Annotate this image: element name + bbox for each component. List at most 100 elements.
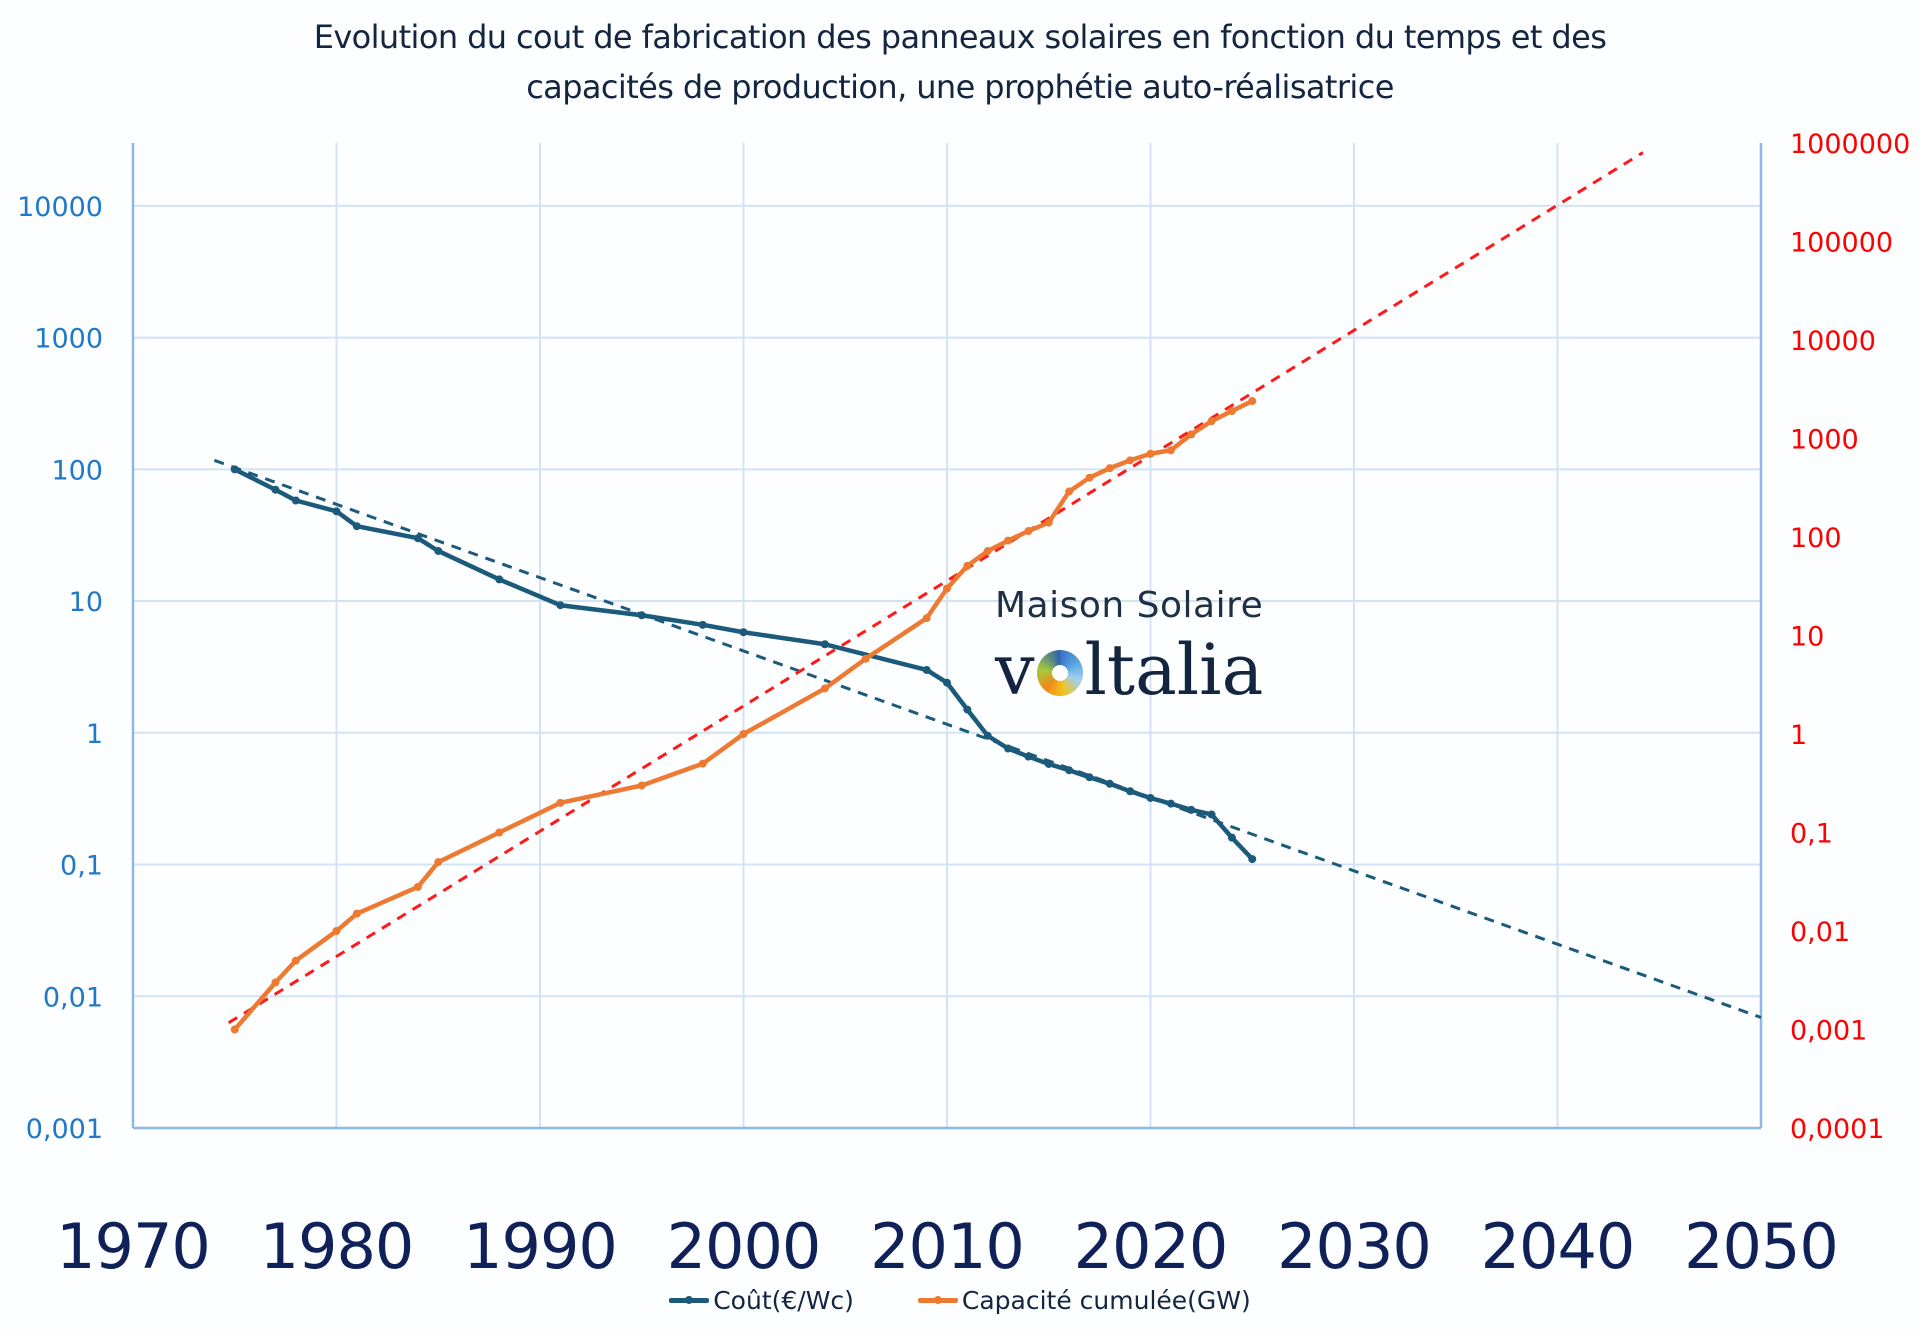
y-left-tick-label: 100 bbox=[51, 455, 103, 486]
data-point-capacity bbox=[1187, 430, 1196, 439]
watermark-logo: Maison Solaire v ltalia bbox=[995, 585, 1295, 715]
watermark-line2: v ltalia bbox=[995, 630, 1263, 710]
legend-swatch-cost bbox=[669, 1296, 710, 1304]
data-point-cost bbox=[922, 665, 931, 674]
legend-label-cost: Coût(€/Wc) bbox=[713, 1286, 854, 1315]
y-right-tick-label: 10 bbox=[1790, 622, 1824, 653]
data-point-capacity bbox=[230, 1025, 239, 1034]
data-point-capacity bbox=[332, 927, 341, 935]
data-point-capacity bbox=[434, 858, 443, 867]
legend-item-capacity[interactable]: Capacité cumulée(GW) bbox=[917, 1286, 1251, 1315]
data-point-cost bbox=[495, 575, 504, 584]
data-point-cost bbox=[1227, 833, 1236, 842]
data-point-cost bbox=[698, 620, 707, 629]
data-point-cost bbox=[820, 640, 829, 649]
data-point-capacity bbox=[1065, 487, 1074, 496]
y-left-tick-label: 0,01 bbox=[43, 982, 103, 1013]
y-left-tick-label: 10 bbox=[69, 587, 103, 618]
watermark-line1: Maison Solaire bbox=[995, 585, 1264, 626]
x-tick-label: 2010 bbox=[870, 1210, 1024, 1283]
x-tick-label: 2040 bbox=[1481, 1210, 1635, 1283]
data-point-cost bbox=[1166, 799, 1175, 808]
y-right-tick-label: 1000000 bbox=[1790, 129, 1910, 160]
data-point-capacity bbox=[943, 584, 951, 593]
y-right-tick-label: 1000 bbox=[1790, 425, 1859, 456]
y-right-tick-label: 100000 bbox=[1790, 228, 1893, 259]
watermark-suffix: ltalia bbox=[1084, 629, 1264, 711]
data-point-cost bbox=[352, 522, 361, 531]
x-tick-label: 2000 bbox=[667, 1210, 821, 1283]
data-point-cost bbox=[1105, 779, 1114, 788]
data-point-capacity bbox=[1126, 456, 1135, 465]
y-right-tick-label: 0,01 bbox=[1790, 917, 1850, 948]
x-tick-label: 1990 bbox=[463, 1210, 617, 1283]
data-point-capacity bbox=[637, 781, 646, 790]
data-point-capacity bbox=[495, 828, 504, 837]
data-point-cost bbox=[271, 485, 280, 494]
data-point-cost bbox=[332, 507, 341, 516]
data-point-cost bbox=[943, 678, 951, 687]
data-point-cost bbox=[1146, 793, 1155, 802]
x-tick-label: 1980 bbox=[260, 1210, 414, 1283]
y-right-tick-label: 1 bbox=[1790, 720, 1807, 751]
x-tick-label: 1970 bbox=[56, 1210, 210, 1283]
y-right-tick-label: 0,0001 bbox=[1790, 1114, 1884, 1145]
data-point-cost bbox=[1004, 744, 1013, 753]
axes bbox=[131, 143, 1763, 1130]
data-point-cost bbox=[1207, 810, 1216, 819]
data-point-capacity bbox=[1146, 449, 1155, 458]
tick-labels: 0,001 0,01 0,1 1 10 100 1000 10000 1970 1980 1990 2… bbox=[17, 129, 1910, 1283]
data-point-cost bbox=[1085, 773, 1094, 782]
data-point-cost bbox=[637, 611, 646, 620]
legend-swatch-capacity bbox=[917, 1296, 958, 1304]
y-left-tick-label: 0,001 bbox=[26, 1114, 103, 1145]
data-point-capacity bbox=[861, 654, 870, 663]
data-point-capacity bbox=[922, 614, 931, 623]
x-tick-label: 2020 bbox=[1074, 1210, 1228, 1283]
y-left-tick-label: 1 bbox=[86, 719, 103, 750]
data-point-capacity bbox=[556, 798, 565, 807]
x-tick-label: 2030 bbox=[1277, 1210, 1431, 1283]
chart-title-line1: Evolution du cout de fabrication des pan… bbox=[313, 18, 1607, 56]
data-point-capacity bbox=[963, 561, 972, 570]
data-point-cost bbox=[1065, 766, 1074, 775]
data-point-capacity bbox=[1024, 527, 1033, 536]
data-point-cost bbox=[291, 496, 300, 505]
data-point-cost bbox=[434, 546, 443, 555]
y-left-tick-label: 1000 bbox=[34, 324, 103, 355]
data-point-capacity bbox=[820, 684, 829, 693]
data-point-capacity bbox=[1207, 417, 1216, 426]
legend-item-cost[interactable]: Coût(€/Wc) bbox=[669, 1286, 854, 1315]
data-point-capacity bbox=[1248, 397, 1257, 406]
data-point-capacity bbox=[1004, 536, 1013, 545]
trendline-capacity bbox=[227, 151, 1644, 1025]
y-right-tick-label: 10000 bbox=[1790, 326, 1876, 357]
data-point-cost bbox=[1248, 855, 1257, 864]
chart-title-line2: capacités de production, une prophétie a… bbox=[526, 68, 1394, 106]
y-left-tick-label: 0,1 bbox=[60, 851, 103, 882]
voltalia-logo-icon bbox=[1036, 650, 1083, 696]
data-point-capacity bbox=[1044, 518, 1053, 527]
x-tick-label: 2050 bbox=[1684, 1210, 1838, 1283]
data-point-capacity bbox=[1166, 446, 1175, 455]
data-point-cost bbox=[230, 465, 239, 474]
y-right-tick-label: 0,1 bbox=[1790, 819, 1833, 850]
data-point-cost bbox=[413, 534, 422, 543]
data-point-cost bbox=[963, 705, 972, 714]
y-right-tick-label: 100 bbox=[1790, 523, 1842, 554]
watermark-prefix: v bbox=[995, 629, 1035, 711]
data-point-capacity bbox=[1105, 464, 1114, 473]
chart-legend: Coût(€/Wc) Capacité cumulée(GW) bbox=[0, 1280, 1920, 1315]
data-point-cost bbox=[739, 628, 748, 637]
legend-label-capacity: Capacité cumulée(GW) bbox=[961, 1286, 1251, 1315]
data-point-cost bbox=[1187, 805, 1196, 814]
data-point-cost bbox=[983, 731, 992, 740]
data-point-cost bbox=[1126, 787, 1135, 796]
data-point-capacity bbox=[739, 730, 748, 738]
trendline-cost bbox=[213, 458, 1762, 1019]
y-left-tick-label: 10000 bbox=[17, 192, 103, 223]
data-point-cost bbox=[1044, 759, 1053, 768]
data-point-capacity bbox=[413, 882, 422, 891]
data-point-capacity bbox=[271, 978, 280, 987]
